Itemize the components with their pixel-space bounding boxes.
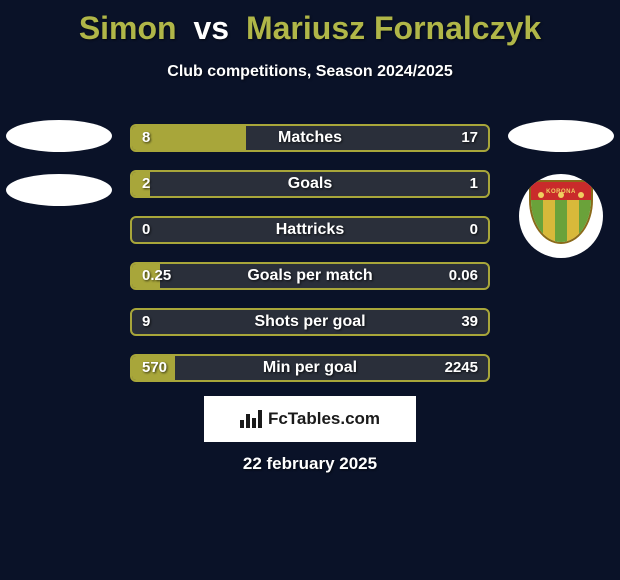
stat-value-right: 0 [470,218,478,242]
comparison-bars: 8Matches17 2Goals1 0Hattricks0 0.25Goals pe… [130,124,490,400]
stat-row: 9Shots per goal39 [130,308,490,336]
stat-row: 8Matches17 [130,124,490,152]
page-title: Simon vs Mariusz Fornalczyk [0,0,620,47]
vs-label: vs [193,10,229,46]
stat-row: 0.25Goals per match0.06 [130,262,490,290]
left-badge-column [6,120,112,228]
stat-label: Goals [132,172,488,196]
stat-label: Matches [132,126,488,150]
date-label: 22 february 2025 [0,454,620,474]
stat-label: Goals per match [132,264,488,288]
bar-chart-icon [240,410,262,428]
stat-label: Hattricks [132,218,488,242]
stat-value-right: 0.06 [449,264,478,288]
stat-row: 0Hattricks0 [130,216,490,244]
brand-text: FcTables.com [268,409,380,429]
stat-row: 2Goals1 [130,170,490,198]
stat-value-right: 2245 [445,356,478,380]
stat-value-right: 17 [461,126,478,150]
stat-row: 570Min per goal2245 [130,354,490,382]
player2-name: Mariusz Fornalczyk [246,10,541,46]
stat-value-right: 39 [461,310,478,334]
stat-label: Shots per goal [132,310,488,334]
stat-label: Min per goal [132,356,488,380]
team-badge-placeholder [6,120,112,152]
player1-name: Simon [79,10,177,46]
team-badge-placeholder [508,120,614,152]
crest-text: KORONA [529,189,593,195]
subtitle: Club competitions, Season 2024/2025 [0,63,620,81]
brand-footer: FcTables.com [204,396,416,442]
right-badge-column: KORONA [508,120,614,258]
team-badge-placeholder [6,174,112,206]
stat-value-right: 1 [470,172,478,196]
korona-crest-icon: KORONA [519,174,603,258]
